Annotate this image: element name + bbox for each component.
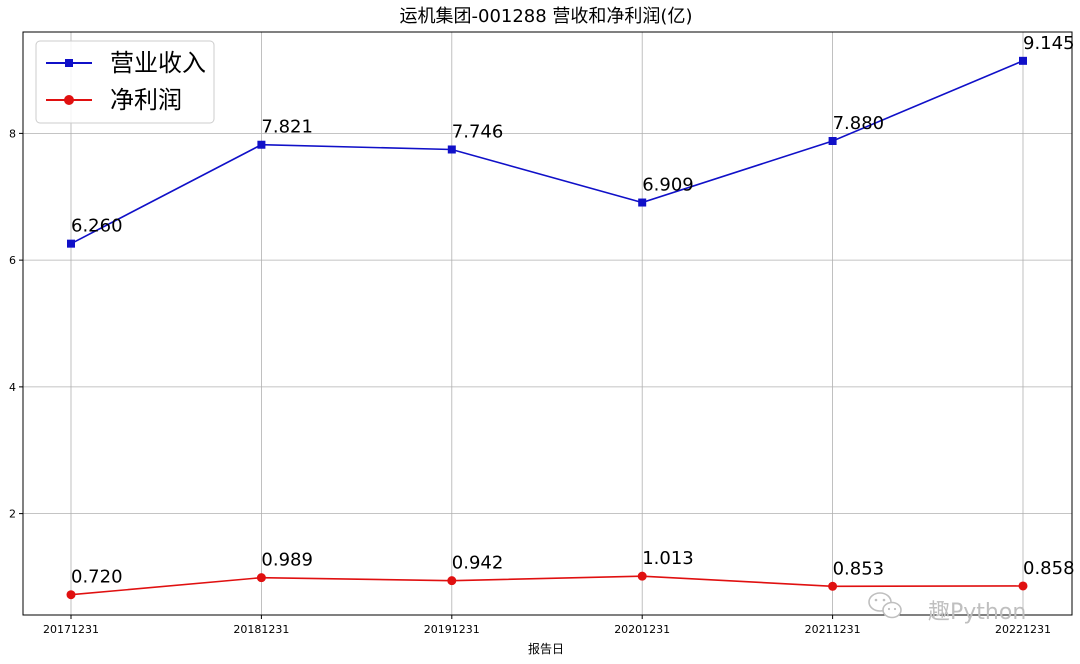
data-label: 1.013	[642, 548, 694, 569]
data-point	[67, 239, 75, 248]
series-0: 6.260 7.821 7.746 6.909 7.880 9.145	[67, 33, 1075, 248]
x-tick-label: 20181231	[233, 623, 289, 636]
data-point	[1018, 581, 1028, 591]
legend-marker-revenue	[65, 59, 73, 67]
grid	[23, 32, 1072, 615]
series-line	[70, 575, 1024, 596]
series-line	[70, 60, 1024, 245]
data-label: 7.746	[452, 121, 504, 142]
data-label: 0.858	[1023, 558, 1075, 579]
data-label: 6.260	[71, 216, 123, 237]
data-point	[1019, 56, 1027, 65]
x-tick-label: 20211231	[805, 623, 861, 636]
series-layer: 6.260 7.821 7.746 6.909 7.880 9.145 0.720 0.989…	[66, 33, 1075, 600]
wechat-icon	[868, 592, 902, 619]
y-tick-label: 2	[9, 508, 16, 521]
data-label: 0.942	[452, 553, 504, 574]
data-label: 0.720	[71, 567, 123, 588]
legend-label-profit: 净利润	[110, 86, 182, 114]
data-point	[828, 136, 837, 145]
series-1: 0.720 0.989 0.942 1.013 0.853 0.858	[66, 548, 1075, 600]
data-point	[828, 581, 838, 591]
data-point	[638, 198, 647, 207]
y-tick-label: 6	[9, 254, 16, 267]
plot-frame	[22, 31, 1073, 616]
data-point	[447, 145, 456, 154]
data-label: 7.880	[833, 113, 885, 134]
data-label: 6.909	[642, 175, 694, 196]
y-tick-label: 8	[9, 127, 16, 140]
legend-box	[35, 40, 215, 124]
legend: 营业收入 净利润	[35, 40, 215, 124]
data-label: 0.853	[833, 558, 885, 579]
legend-label-revenue: 营业收入	[110, 49, 206, 77]
watermark-text: 趣Python	[928, 600, 1026, 625]
data-point	[256, 573, 266, 583]
legend-marker-profit	[64, 95, 74, 105]
y-axis-ticks: 2 4 6 8	[9, 127, 23, 521]
x-tick-label: 20171231	[43, 623, 99, 636]
data-label: 0.989	[261, 550, 313, 571]
y-tick-label: 4	[9, 381, 16, 394]
watermark: 趣Python	[868, 592, 1026, 625]
chart-title: 运机集团-001288 营收和净利润(亿)	[400, 6, 693, 27]
data-label: 7.821	[261, 117, 313, 138]
x-axis-label: 报告日	[528, 641, 564, 656]
x-axis-ticks: 20171231 20181231 20191231 20201231 20211231…	[43, 615, 1051, 636]
x-tick-label: 20221231	[995, 623, 1051, 636]
data-point	[66, 590, 76, 600]
data-point	[637, 571, 647, 581]
data-label: 9.145	[1023, 33, 1075, 54]
data-point	[257, 140, 266, 149]
x-tick-label: 20201231	[614, 623, 670, 636]
x-tick-label: 20191231	[424, 623, 480, 636]
data-point	[447, 576, 457, 586]
